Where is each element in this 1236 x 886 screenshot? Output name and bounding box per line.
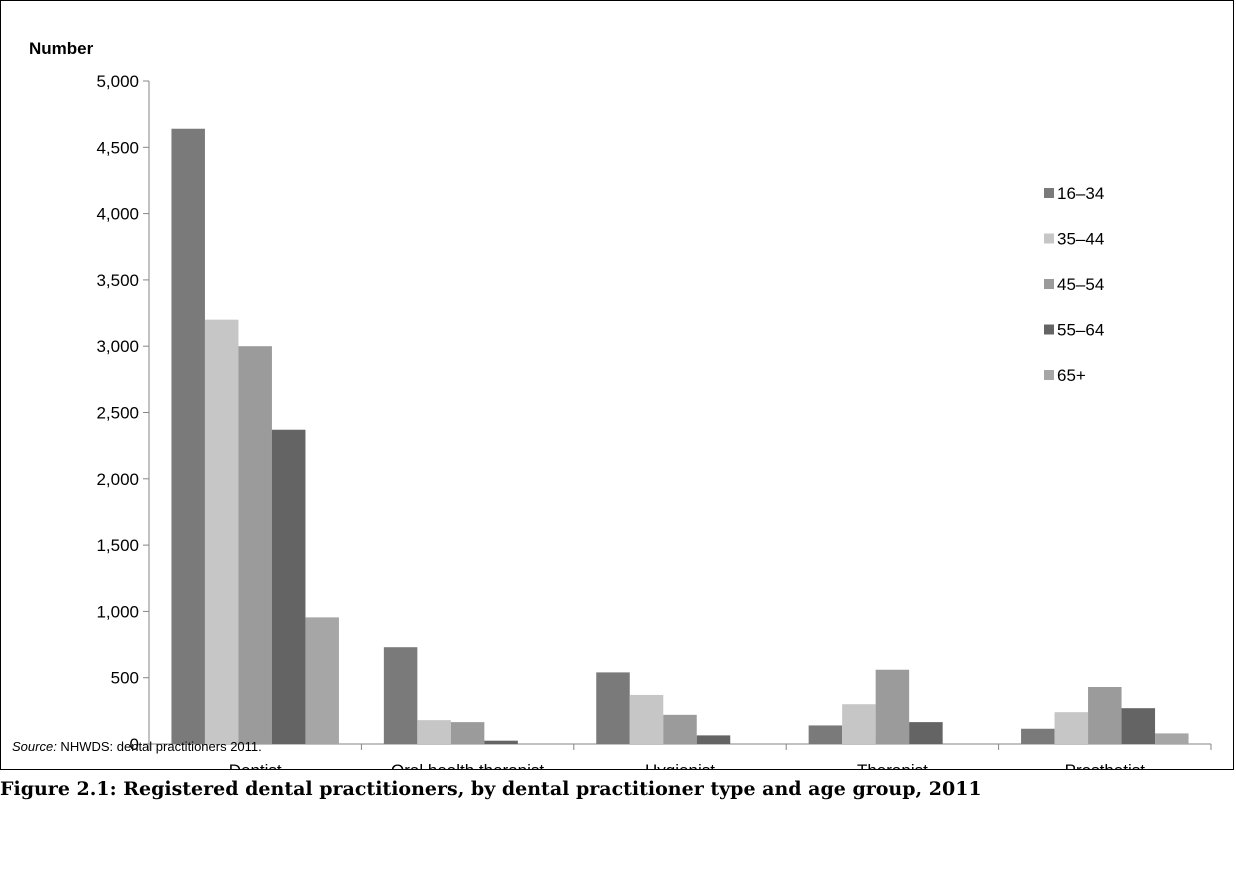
bar [171,128,205,745]
legend-label: 55–64 [1057,321,1104,340]
legend-swatch [1044,233,1054,244]
x-category-label: Dentist [229,761,282,769]
axes: 0 500 1,000 1,500 2,000 2,500 3,000 3,500 4,000 4… [96,72,1212,754]
bar [238,346,272,744]
bar [909,722,943,744]
y-tick-label: 4,500 [96,138,139,157]
chart-frame: Number 0 500 1,000 1,500 2,000 2,500 3,000 3,50… [0,0,1234,770]
figure-caption: Figure 2.1: Registered dental practition… [0,778,982,800]
y-tick-label: 3,500 [96,271,139,290]
legend-swatch [1044,188,1054,198]
bars [171,128,1189,745]
source-text: NHWDS: dental practitioners 2011. [56,739,262,754]
bar [484,740,518,744]
bar [204,319,239,744]
x-category-label: Hygienist [645,761,715,769]
bar [1054,712,1089,744]
legend-label: 16–34 [1057,184,1104,203]
bar [305,617,339,744]
bar [383,647,418,744]
legend-swatch [1044,370,1054,380]
bar [417,720,451,744]
legend: 16–34 35–44 45–54 55–64 65+ [1044,184,1104,385]
x-category-label: Therapist [857,761,928,769]
bar [808,725,843,744]
legend-label: 35–44 [1057,230,1104,249]
category-labels: Dentist Oral health therapist Hygienist The… [229,761,1145,769]
legend-swatch [1044,279,1054,289]
bar [629,694,664,744]
y-tick-label: 4,000 [96,205,139,224]
bar [663,714,697,744]
legend-label: 45–54 [1057,275,1104,294]
y-tick-label: 0 [130,735,139,754]
bar [1121,708,1156,744]
bar [696,735,731,744]
y-tick-label: 5,000 [96,72,139,91]
x-category-label: Oral health therapist [391,761,544,769]
bar-chart: Number 0 500 1,000 1,500 2,000 2,500 3,000 3,50… [29,39,1212,769]
bar [875,669,910,744]
bar [1088,686,1122,744]
y-tick-label: 2,500 [96,404,139,423]
y-axis-label: Number [29,39,94,58]
y-tick-label: 1,000 [96,602,139,621]
source-prefix: Source: [12,739,57,754]
x-category-label: Prosthetist [1065,761,1146,769]
y-tick-label: 500 [111,669,139,688]
y-tick-label: 2,000 [96,470,139,489]
y-tick-label: 1,500 [96,536,139,555]
bar [596,672,630,744]
bar [271,429,306,744]
bar [1021,728,1055,744]
source-note: Source: NHWDS: dental practitioners 2011… [12,739,262,754]
bar [1155,733,1189,744]
legend-swatch [1044,324,1054,335]
bar [450,722,485,744]
y-tick-label: 3,000 [96,337,139,356]
bar [842,704,876,744]
legend-label: 65+ [1057,366,1086,385]
